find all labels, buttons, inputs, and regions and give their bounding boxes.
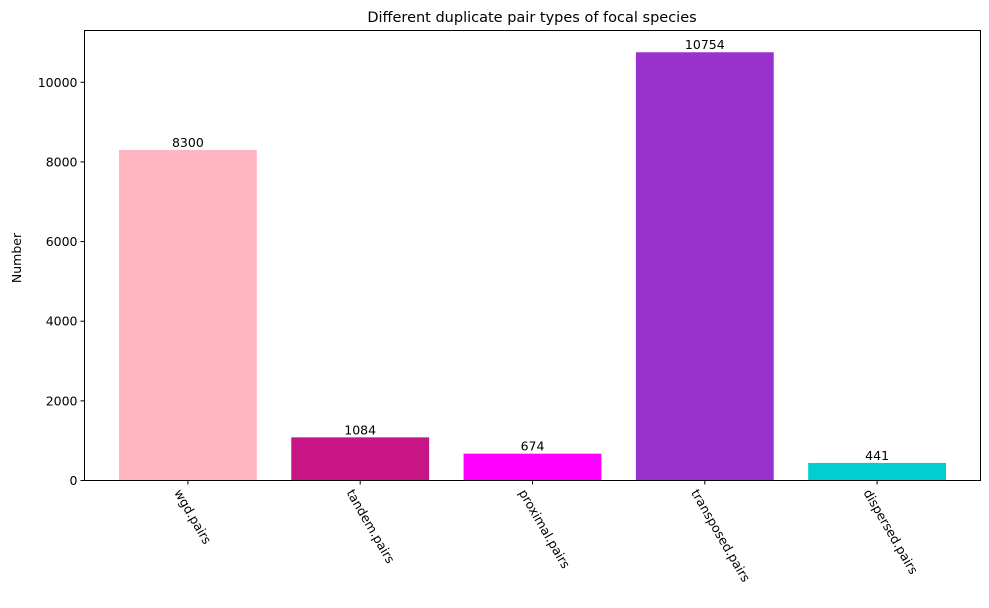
bar-wgd.pairs (118, 149, 257, 481)
data-label-transposed.pairs: 10754 (685, 37, 725, 52)
y-tick-label-10000: 10000 (38, 75, 78, 90)
bar-proximal.pairs (463, 453, 602, 481)
data-label-tandem.pairs: 1084 (344, 422, 376, 437)
x-tick-label-transposed.pairs: transposed.pairs (688, 487, 753, 585)
data-label-wgd.pairs: 8300 (172, 135, 204, 150)
y-tick-label-0: 0 (70, 473, 78, 488)
y-tick-label-4000: 4000 (46, 314, 78, 329)
plot-area-frame (84, 30, 981, 481)
y-tick-label-2000: 2000 (46, 393, 78, 408)
data-label-proximal.pairs: 674 (521, 439, 545, 454)
data-label-dispersed.pairs: 441 (865, 448, 889, 463)
y-axis-ticks: 0 2000 4000 6000 8000 10000 (38, 75, 85, 488)
y-axis-label: Number (9, 232, 24, 283)
x-tick-label-dispersed.pairs: dispersed.pairs (861, 487, 922, 577)
bars-group (118, 52, 947, 481)
chart-title: Different duplicate pair types of focal … (367, 10, 696, 26)
bar-dispersed.pairs (808, 462, 947, 481)
bar-transposed.pairs (635, 52, 774, 481)
y-tick-label-6000: 6000 (46, 234, 78, 249)
x-tick-label-proximal.pairs: proximal.pairs (516, 487, 573, 572)
x-tick-label-tandem.pairs: tandem.pairs (344, 487, 398, 566)
bar-tandem.pairs (291, 437, 430, 481)
data-labels-group: 8300 1084 674 10754 441 (172, 37, 889, 463)
x-axis-ticks: wgd.pairs tandem.pairs proximal.pairs trans… (171, 480, 922, 585)
y-tick-label-8000: 8000 (46, 154, 78, 169)
x-tick-label-wgd.pairs: wgd.pairs (171, 487, 214, 547)
